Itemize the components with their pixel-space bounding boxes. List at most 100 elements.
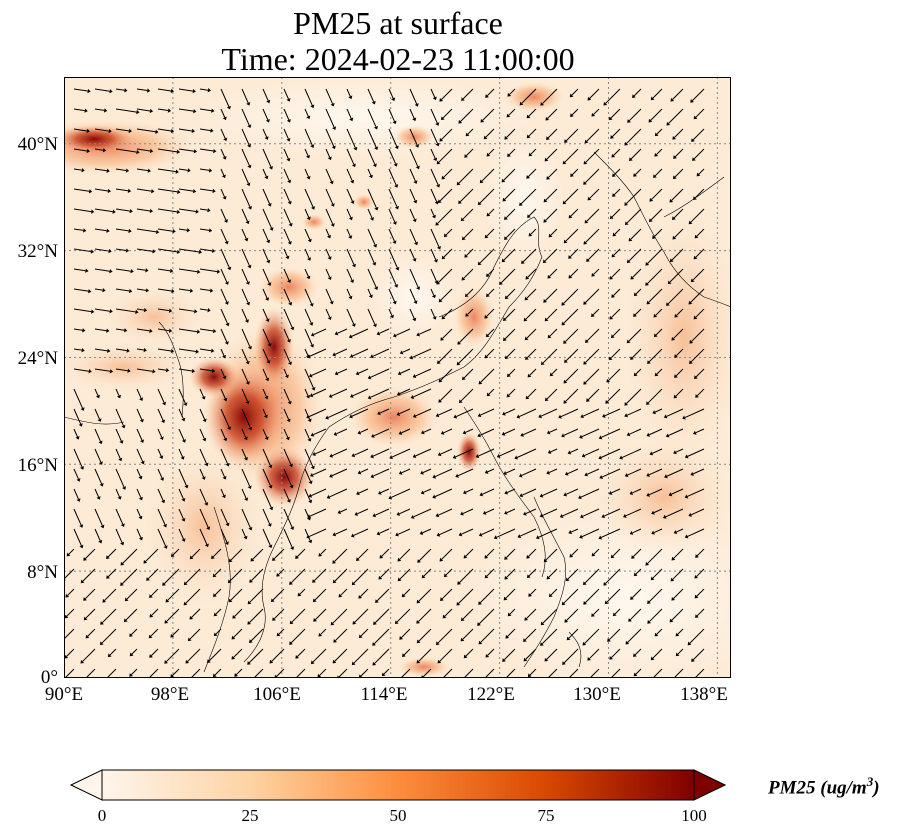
wind-arrow [100, 608, 117, 625]
wind-arrow [276, 568, 285, 577]
wind-arrow [213, 608, 222, 617]
wind-arrow [262, 528, 273, 549]
wind-arrow [262, 208, 274, 231]
wind-arrow [94, 388, 100, 399]
wind-arrow [164, 648, 180, 664]
colorbar-tick-50: 50 [389, 806, 407, 825]
wind-arrow [351, 448, 369, 458]
wind-arrow [329, 448, 348, 458]
wind-arrow [409, 168, 418, 184]
wind-arrow [436, 148, 453, 165]
lat-tick-0: 0° [40, 667, 58, 688]
wind-arrow [149, 648, 159, 658]
wind-arrow [693, 428, 705, 435]
wind-arrow [523, 628, 537, 642]
wind-arrow [325, 108, 337, 130]
wind-arrow [549, 368, 558, 377]
wind-arrow [307, 508, 327, 519]
wind-arrow [241, 468, 252, 489]
wind-arrow [199, 488, 209, 506]
wind-arrow [591, 268, 600, 277]
wind-arrow [504, 128, 516, 140]
wind-arrow [283, 188, 292, 205]
wind-arrow [334, 328, 348, 336]
wind-arrow [584, 208, 600, 224]
wind-arrow [199, 408, 207, 423]
wind-arrow [547, 268, 558, 279]
wind-arrow [395, 528, 411, 537]
wind-arrow [318, 628, 327, 637]
wind-arrow [332, 528, 348, 537]
wind-arrow [561, 428, 579, 438]
wind-arrow [558, 408, 579, 419]
wind-arrow [212, 568, 222, 578]
wind-arrow [178, 448, 185, 460]
wind-arrow [262, 328, 272, 347]
graticule [64, 77, 731, 678]
wind-arrow [477, 428, 495, 438]
wind-arrow [564, 608, 579, 623]
wind-arrow [283, 368, 289, 379]
wind-arrow [170, 668, 180, 678]
wind-arrow [220, 188, 227, 200]
wind-arrow [652, 228, 663, 239]
wind-arrow [220, 268, 229, 285]
wind-arrow [183, 568, 201, 586]
wind-arrow [688, 288, 705, 305]
wind-arrow [691, 128, 705, 142]
wind-arrow [696, 168, 705, 177]
wind-arrow [524, 328, 537, 341]
wind-arrow [456, 168, 474, 186]
wind-arrow [461, 268, 474, 281]
wind-arrow [484, 548, 495, 559]
wind-arrow [666, 108, 684, 126]
wind-arrow [401, 588, 411, 598]
wind-arrow [535, 528, 558, 540]
wind-arrow [587, 188, 600, 201]
wind-arrow [654, 128, 663, 137]
wind-arrow [388, 168, 399, 188]
wind-arrow [436, 528, 453, 537]
wind-arrow [357, 428, 369, 435]
wind-arrow [416, 328, 432, 337]
wind-arrow [436, 268, 453, 285]
wind-arrow [178, 368, 196, 374]
wind-arrow [584, 128, 600, 144]
wind-arrow [409, 348, 432, 360]
colorbar-tick-0: 0 [97, 806, 107, 825]
colorbar-extend-low [70, 769, 103, 801]
wind-arrow [220, 368, 227, 380]
wind-arrow [94, 348, 111, 354]
wind-arrow [115, 368, 131, 373]
wind-arrow [645, 268, 663, 286]
wind-arrow [650, 648, 663, 661]
wind-arrow [389, 448, 411, 460]
wind-arrow [115, 348, 130, 353]
wind-arrow [412, 448, 432, 459]
wind-arrow [417, 548, 432, 563]
wind-arrow [605, 388, 621, 404]
wind-arrow [73, 348, 85, 353]
wind-arrow [262, 488, 274, 511]
wind-arrow [649, 448, 663, 456]
wind-arrow [157, 288, 175, 294]
wind-arrow [460, 508, 474, 516]
wind-arrow [178, 148, 198, 154]
wind-arrow [388, 128, 399, 150]
wind-arrow [157, 408, 166, 424]
wind-arrow [379, 548, 390, 559]
wind-arrow [283, 468, 294, 489]
wind-arrow [262, 128, 269, 140]
wind-arrow [668, 488, 684, 497]
wind-arrow [333, 428, 348, 436]
wind-arrow [674, 348, 684, 358]
wind-arrow [501, 428, 516, 436]
wind-arrow [332, 348, 348, 357]
wind-arrow [94, 108, 108, 113]
wind-arrow [370, 348, 390, 359]
wind-arrow [317, 668, 327, 678]
wind-arrow [367, 188, 379, 211]
wind-arrow [283, 88, 291, 102]
wind-arrow [409, 88, 419, 107]
wind-arrow [73, 228, 87, 233]
